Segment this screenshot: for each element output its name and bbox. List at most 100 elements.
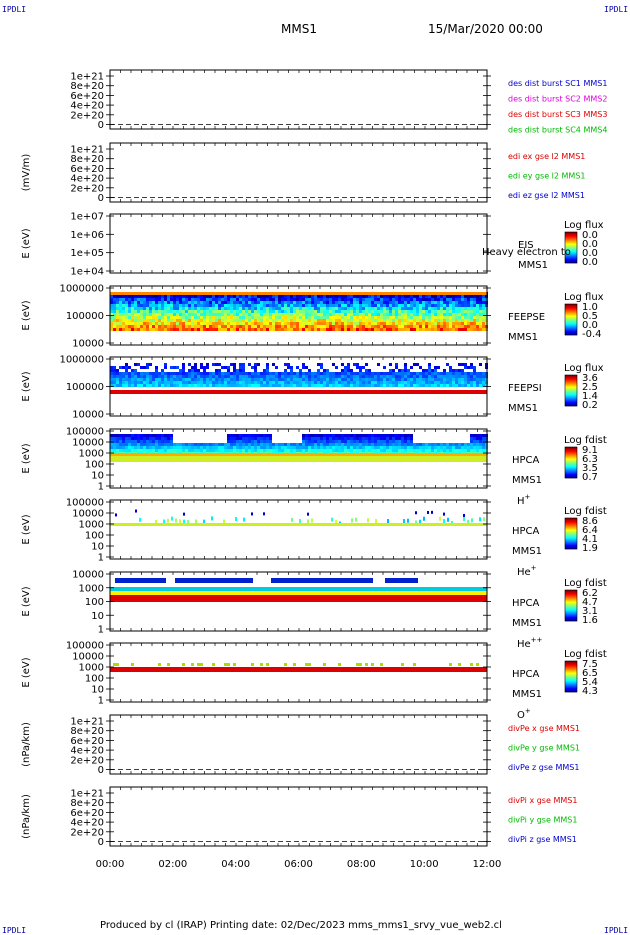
spectrogram-cell <box>179 384 182 387</box>
spectrogram-cell <box>302 316 305 319</box>
spectrogram-cell <box>368 298 371 301</box>
spectrogram-cell <box>236 319 239 322</box>
spectrogram-cell <box>185 319 188 322</box>
spectrogram-cell <box>479 310 482 313</box>
spectrogram-cell <box>476 325 479 328</box>
spectrogram-cell <box>353 437 356 440</box>
colorbar-segment <box>565 475 577 477</box>
spectrogram-cell <box>134 434 137 437</box>
spectrogram-cell <box>386 319 389 322</box>
spectrogram-cell <box>440 307 443 310</box>
spectrogram-cell <box>428 369 431 372</box>
spectrogram-cell <box>164 310 167 313</box>
spectrogram-cell <box>398 434 401 437</box>
colorbar-segment <box>565 469 577 471</box>
spectrogram-cell <box>362 325 365 328</box>
spectrogram-cell <box>113 298 116 301</box>
spectrogram-cell <box>148 578 151 583</box>
spectrogram-cell <box>353 440 356 443</box>
spectrogram-cell <box>233 434 236 437</box>
spectrogram-cell <box>368 307 371 310</box>
spectrogram-cell <box>449 319 452 322</box>
spectrogram-cell <box>215 372 218 375</box>
spectrogram-cell <box>353 307 356 310</box>
spectrogram-cell <box>224 384 227 387</box>
spectrogram-cell <box>215 307 218 310</box>
colorbar-segment <box>565 402 577 404</box>
spectrogram-cell <box>377 298 380 301</box>
y-tick-label: 1 <box>98 625 104 636</box>
spectrogram-cell <box>254 449 257 452</box>
spectrogram-cell <box>185 378 188 381</box>
colorbar-segment <box>565 322 577 324</box>
spectrogram-cell <box>299 307 302 310</box>
spectrogram-cell <box>461 325 464 328</box>
spectrogram-cell <box>239 363 242 366</box>
colorbar-segment <box>565 452 577 454</box>
spectrogram-cell <box>260 313 263 316</box>
spectrogram-cell <box>455 313 458 316</box>
spectrogram-cell <box>416 443 419 446</box>
spectrogram-cell <box>149 295 152 298</box>
spectrogram-cell <box>452 378 455 381</box>
spectrogram-cell <box>212 313 215 316</box>
spectrogram-cell <box>191 375 194 378</box>
spectrogram-cell <box>185 307 188 310</box>
spectrogram-cell <box>401 316 404 319</box>
colorbar-segment <box>565 532 577 534</box>
spectrogram-cell <box>452 310 455 313</box>
spectrogram-cell <box>218 319 221 322</box>
spectrogram-cell <box>458 449 461 452</box>
colorbar-segment <box>565 609 577 611</box>
spectrogram-cell <box>467 313 470 316</box>
spectrogram-cell <box>341 381 344 384</box>
spectrogram-cell <box>158 301 161 304</box>
spectrogram-cell <box>332 434 335 437</box>
spectrogram-cell <box>191 304 194 307</box>
spectrogram-cell <box>479 443 482 446</box>
spectrogram-cell <box>254 319 257 322</box>
spectrogram-cell <box>251 437 254 440</box>
spectrogram-cell <box>359 446 362 449</box>
spectrogram-cell <box>125 322 128 325</box>
spectrogram-cell <box>197 369 200 372</box>
spectrogram-cell <box>275 378 278 381</box>
spectrogram-cell <box>365 304 368 307</box>
spectrogram-cell <box>356 295 359 298</box>
spectrogram-cell <box>116 298 119 301</box>
colorbar-tick-label: 0.5 <box>582 311 598 322</box>
spectrogram-cell <box>275 319 278 322</box>
spectrogram-cell <box>311 316 314 319</box>
spectrogram-cell <box>470 310 473 313</box>
spectrogram-cell <box>155 437 158 440</box>
spectrogram-cell <box>215 375 218 378</box>
spectrogram-cell <box>305 434 308 437</box>
spectrogram-cell <box>323 372 326 375</box>
spectrogram-cell <box>413 449 416 452</box>
spectrogram-cell <box>266 369 269 372</box>
spectrogram-cell <box>131 310 134 313</box>
spectrogram-cell <box>332 372 335 375</box>
spectrogram-cell <box>227 369 230 372</box>
spectrogram-cell <box>455 307 458 310</box>
spectrogram-cell <box>449 295 452 298</box>
spectrogram-cell <box>350 381 353 384</box>
spectrogram-cell <box>446 372 449 375</box>
spectrogram-cell <box>320 319 323 322</box>
spectrogram-cell <box>461 384 464 387</box>
spectrogram-cell <box>395 440 398 443</box>
spectrogram-cell <box>323 298 326 301</box>
spectrogram-cell <box>272 325 275 328</box>
spectrogram-cell <box>137 304 140 307</box>
colorbar-tick-label: 0.7 <box>582 472 598 483</box>
spectrogram-cell <box>197 316 200 319</box>
spectrogram-cell <box>296 378 299 381</box>
spectrogram-cell <box>329 378 332 381</box>
spectrogram-cell <box>146 446 149 449</box>
corner-label-bottom-right: IPDLI <box>604 926 629 935</box>
spectrogram-cell <box>245 328 248 331</box>
spectrogram-cell <box>212 449 215 452</box>
spectrogram-cell <box>422 449 425 452</box>
spectrogram-cell <box>347 372 350 375</box>
spectrogram-cell <box>140 375 143 378</box>
